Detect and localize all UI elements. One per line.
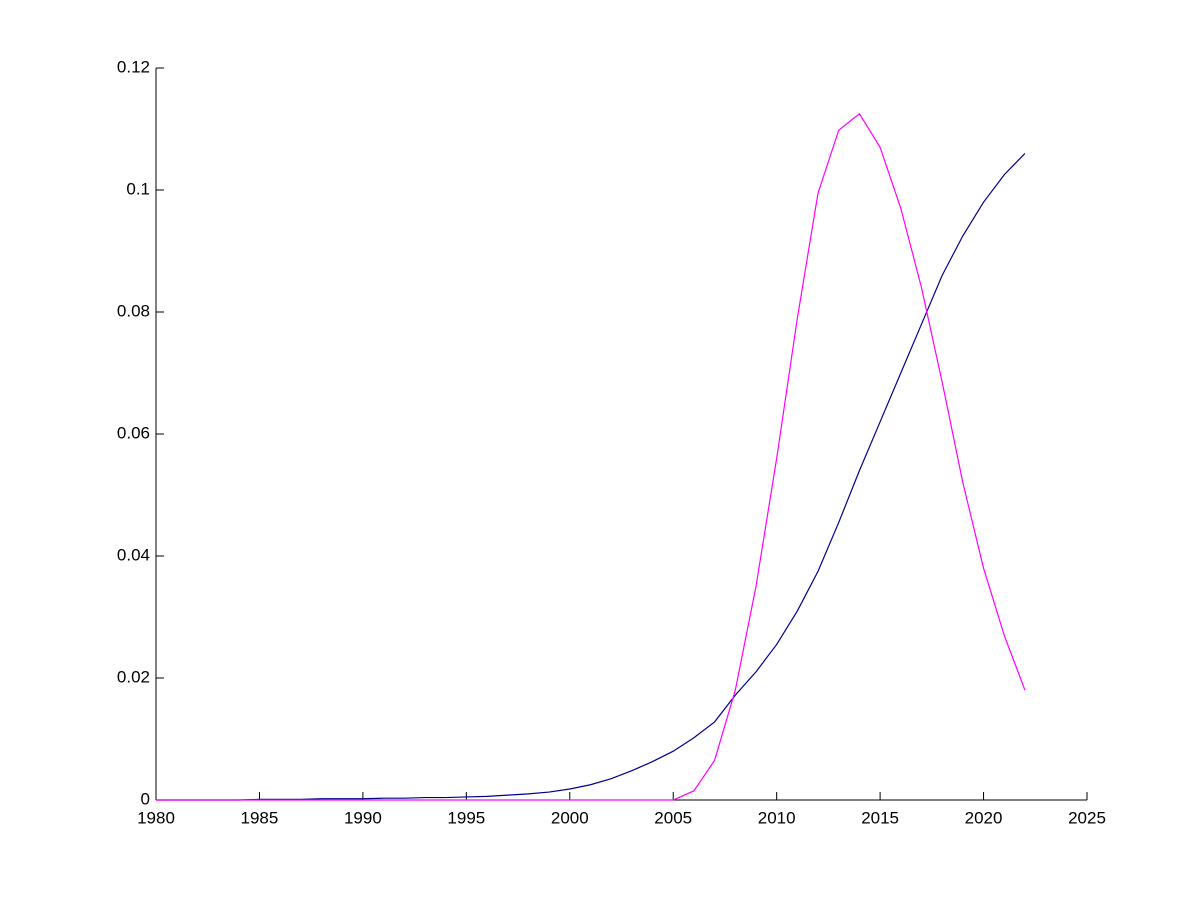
x-tick-label: 2000 xyxy=(551,808,589,827)
y-tick-label: 0 xyxy=(141,789,150,808)
y-tick-label: 0.02 xyxy=(117,667,150,686)
x-tick-label: 2015 xyxy=(861,808,899,827)
x-tick-label: 2010 xyxy=(758,808,796,827)
x-tick-label: 1980 xyxy=(137,808,175,827)
series-line xyxy=(156,152,1026,801)
x-tick-label: 2005 xyxy=(654,808,692,827)
y-tick-label: 0.08 xyxy=(117,301,150,320)
x-tick-label: 1990 xyxy=(344,808,382,827)
y-tick-label: 0.1 xyxy=(126,179,150,198)
x-tick-label: 2020 xyxy=(965,808,1003,827)
x-tick-label: 1985 xyxy=(241,808,279,827)
series-line xyxy=(156,112,1026,801)
x-tick-label: 1995 xyxy=(447,808,485,827)
y-tick-label: 0.06 xyxy=(117,423,150,442)
y-tick-label: 0.04 xyxy=(117,545,150,564)
y-tick-label: 0.12 xyxy=(117,57,150,76)
x-tick-label: 2025 xyxy=(1068,808,1106,827)
